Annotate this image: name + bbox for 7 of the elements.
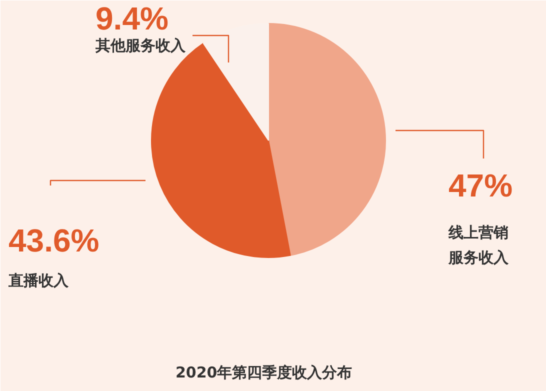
slice-label: 其他服务收入 bbox=[94, 36, 186, 54]
slice-label: 线上营销服务收入 bbox=[448, 224, 510, 266]
data-label: 43.6% bbox=[8, 222, 100, 258]
data-label: 47% bbox=[448, 168, 513, 204]
data-label: 9.4% bbox=[96, 0, 168, 36]
text: 2020年第四季度收入分布 bbox=[176, 364, 352, 382]
slice-label: 直播收入 bbox=[8, 272, 70, 290]
